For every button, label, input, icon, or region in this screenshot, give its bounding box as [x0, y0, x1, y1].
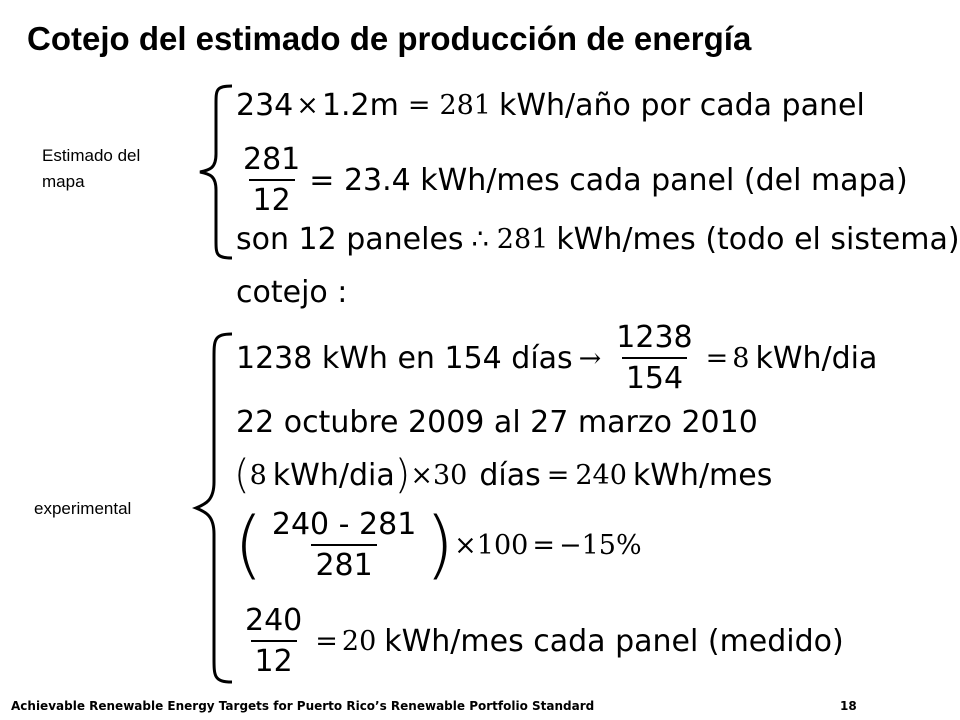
eq8-rest: kWh/mes cada panel (medido) — [384, 623, 844, 659]
eq2-numerator: 281 — [243, 142, 301, 177]
eq7-denominator: 281 — [311, 544, 377, 583]
eq7-close-paren: ) — [425, 502, 455, 588]
eq1-rest: kWh/año por cada panel — [499, 88, 865, 123]
eq6-res: 240 — [575, 459, 627, 491]
eq7-mult: 100 — [476, 529, 529, 561]
eq4-denominator: 154 — [621, 357, 688, 396]
label-map-estimate: Estimado del mapa — [42, 143, 140, 195]
label-map-line2: mapa — [42, 172, 85, 191]
date-range: 22 octubre 2009 al 27 marzo 2010 — [236, 405, 758, 440]
eq2-fraction: 281 12 — [239, 142, 304, 218]
eq7-equals: = — [532, 529, 555, 561]
eq1-equals: = — [407, 90, 431, 121]
eq6-times: × — [410, 459, 433, 491]
eq7-res: −15% — [558, 529, 642, 561]
eq2-rest: = 23.4 kWh/mes cada panel (del mapa) — [309, 162, 908, 198]
page-number: 18 — [840, 699, 857, 713]
eq1-times: × — [296, 90, 319, 121]
eq6-dias: días — [479, 457, 541, 493]
eq4-pre: 1238 kWh en 154 días — [236, 340, 573, 376]
equation-daily-measured: 1238 kWh en 154 días → 1238 154 = 8 kWh/… — [236, 320, 877, 396]
eq6-open-paren: ( — [234, 452, 250, 498]
equation-monthly-measured: ( 8 kWh/dia ) × 30 días = 240 kWh/mes — [234, 452, 772, 498]
arrow-icon: → — [578, 342, 602, 374]
eq8-val: 20 — [341, 625, 377, 657]
equation-monthly-per-panel: 281 12 = 23.4 kWh/mes cada panel (del ma… — [234, 142, 908, 218]
equation-monthly-per-panel-measured: 240 12 = 20 kWh/mes cada panel (medido) — [236, 603, 844, 679]
footer: Achievable Renewable Energy Targets for … — [0, 696, 960, 720]
eq7-open-paren: ( — [234, 502, 263, 588]
page-title: Cotejo del estimado de producción de ene… — [27, 20, 752, 57]
eq6-unit: kWh/dia — [272, 457, 395, 493]
brace-map — [199, 84, 233, 260]
eq3-val: 281 — [496, 224, 549, 255]
label-map-line1: Estimado del — [42, 146, 141, 165]
footer-text: Achievable Renewable Energy Targets for … — [11, 699, 595, 713]
eq8-fraction: 240 12 — [241, 603, 306, 679]
eq7-times: × — [454, 529, 477, 561]
brace-experimental — [192, 332, 233, 684]
label-experimental: experimental — [34, 499, 132, 518]
eq6-close-paren: ) — [394, 452, 411, 498]
therefore-symbol: ∴ — [471, 224, 489, 255]
eq4-rest: kWh/dia — [755, 340, 878, 376]
eq7-fraction: 240 - 281 281 — [268, 507, 420, 583]
eq4-equals: = — [705, 342, 729, 374]
eq4-fraction: 1238 154 — [612, 320, 696, 396]
eq8-denominator: 12 — [250, 640, 297, 679]
equation-system-total: son 12 paneles ∴ 281 kWh/mes (todo el si… — [236, 222, 960, 257]
eq6-days: 30 — [432, 459, 468, 491]
eq1-b: 1.2m — [321, 88, 399, 123]
eq6-equals: = — [546, 459, 570, 491]
eq1-c: 281 — [439, 90, 491, 121]
eq8-equals: = — [315, 625, 338, 657]
eq8-numerator: 240 — [245, 603, 303, 638]
eq6-val: 8 — [249, 459, 267, 491]
cotejo-heading: cotejo : — [236, 275, 348, 310]
eq7-numerator: 240 - 281 — [271, 507, 417, 542]
eq3-rest: kWh/mes (todo el sistema) — [556, 222, 960, 257]
equation-percent-difference: ( 240 - 281 281 ) × 100 = −15% — [234, 507, 642, 583]
eq3-pre: son 12 paneles — [236, 222, 464, 257]
eq4-val: 8 — [732, 342, 750, 374]
eq4-numerator: 1238 — [616, 320, 693, 355]
eq2-denominator: 12 — [248, 179, 295, 218]
equation-annual-per-panel: 234 × 1.2m = 281 kWh/año por cada panel — [236, 88, 865, 123]
eq1-a: 234 — [236, 88, 294, 123]
eq6-rest: kWh/mes — [632, 457, 773, 493]
